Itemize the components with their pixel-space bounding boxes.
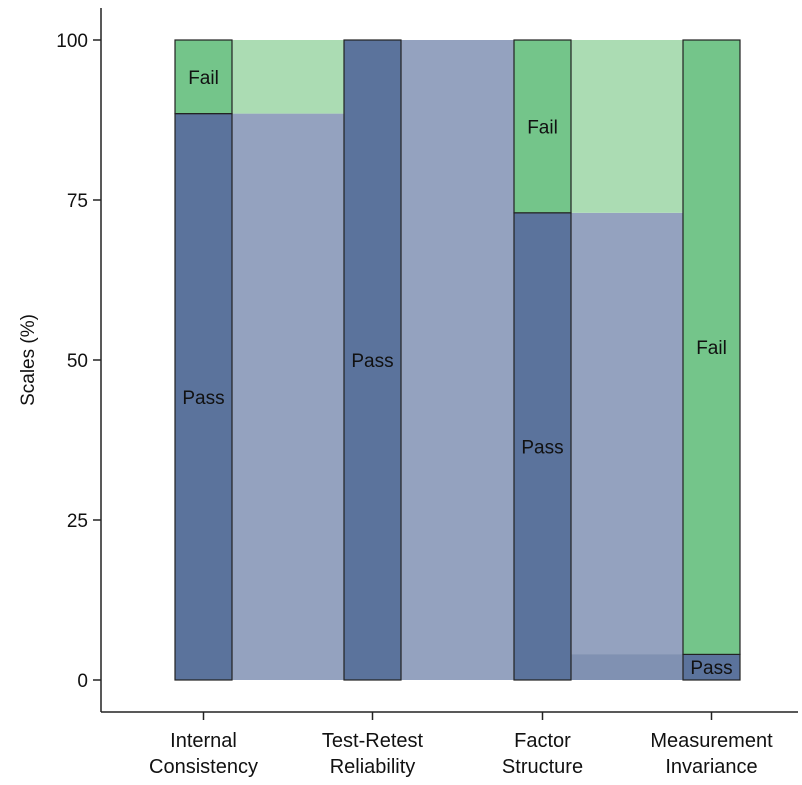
flow-fail-2 [571,40,683,213]
bar-fail-2 [513,39,572,214]
category-label-line: Measurement [650,730,773,752]
bar-fail-3 [682,39,741,656]
bar-pass-0 [174,112,233,681]
category-label-line: Consistency [149,756,258,778]
category-label-line: Test-Retest [322,730,424,752]
x-labels-layer: Internal Consistency Test-Retest Reliabilit… [149,712,773,778]
flow-fail-0 [232,40,344,114]
category-label-line: Reliability [330,756,416,778]
y-ticks-layer: 0 25 50 75 100 [56,31,101,692]
bar-pass-2 [513,212,572,681]
segment-label-pass-3: Pass [690,658,732,679]
category-label-2: Factor Structure [502,730,583,778]
y-tick-label-25: 25 [67,511,88,532]
category-label-line: Factor [514,730,571,752]
segment-label-fail-2: Fail [527,117,558,138]
segment-label-pass-0: Pass [182,388,224,409]
y-axis-title: Scales (%) [18,314,39,406]
flow-pass-into-last [571,654,683,680]
y-tick-label-100: 100 [56,31,88,52]
flows-layer [232,40,683,681]
segment-label-pass-2: Pass [521,437,563,458]
bar-fail-0 [174,39,233,115]
flow-pass-2 [571,212,683,681]
y-tick-label-75: 75 [67,191,88,212]
category-label-line: Internal [170,730,237,752]
segment-label-fail-0: Fail [188,68,219,89]
category-label-0: Internal Consistency [149,730,258,778]
segment-labels-layer: Fail Pass Pass Fail Pass Fail Pass [182,68,732,679]
category-label-3: Measurement Invariance [650,730,773,778]
y-tick-label-50: 50 [67,351,88,372]
bar-pass-1 [343,39,402,681]
segment-label-fail-3: Fail [696,338,727,359]
y-tick-label-0: 0 [77,671,88,692]
flow-pass-0 [232,113,344,681]
category-label-1: Test-Retest Reliability [322,730,424,778]
segment-label-pass-1: Pass [351,351,393,372]
category-label-line: Invariance [665,756,757,778]
flow-pass-1 [401,40,514,680]
category-label-line: Structure [502,756,583,778]
bars-layer [174,39,741,681]
bar-pass-3 [682,653,741,681]
